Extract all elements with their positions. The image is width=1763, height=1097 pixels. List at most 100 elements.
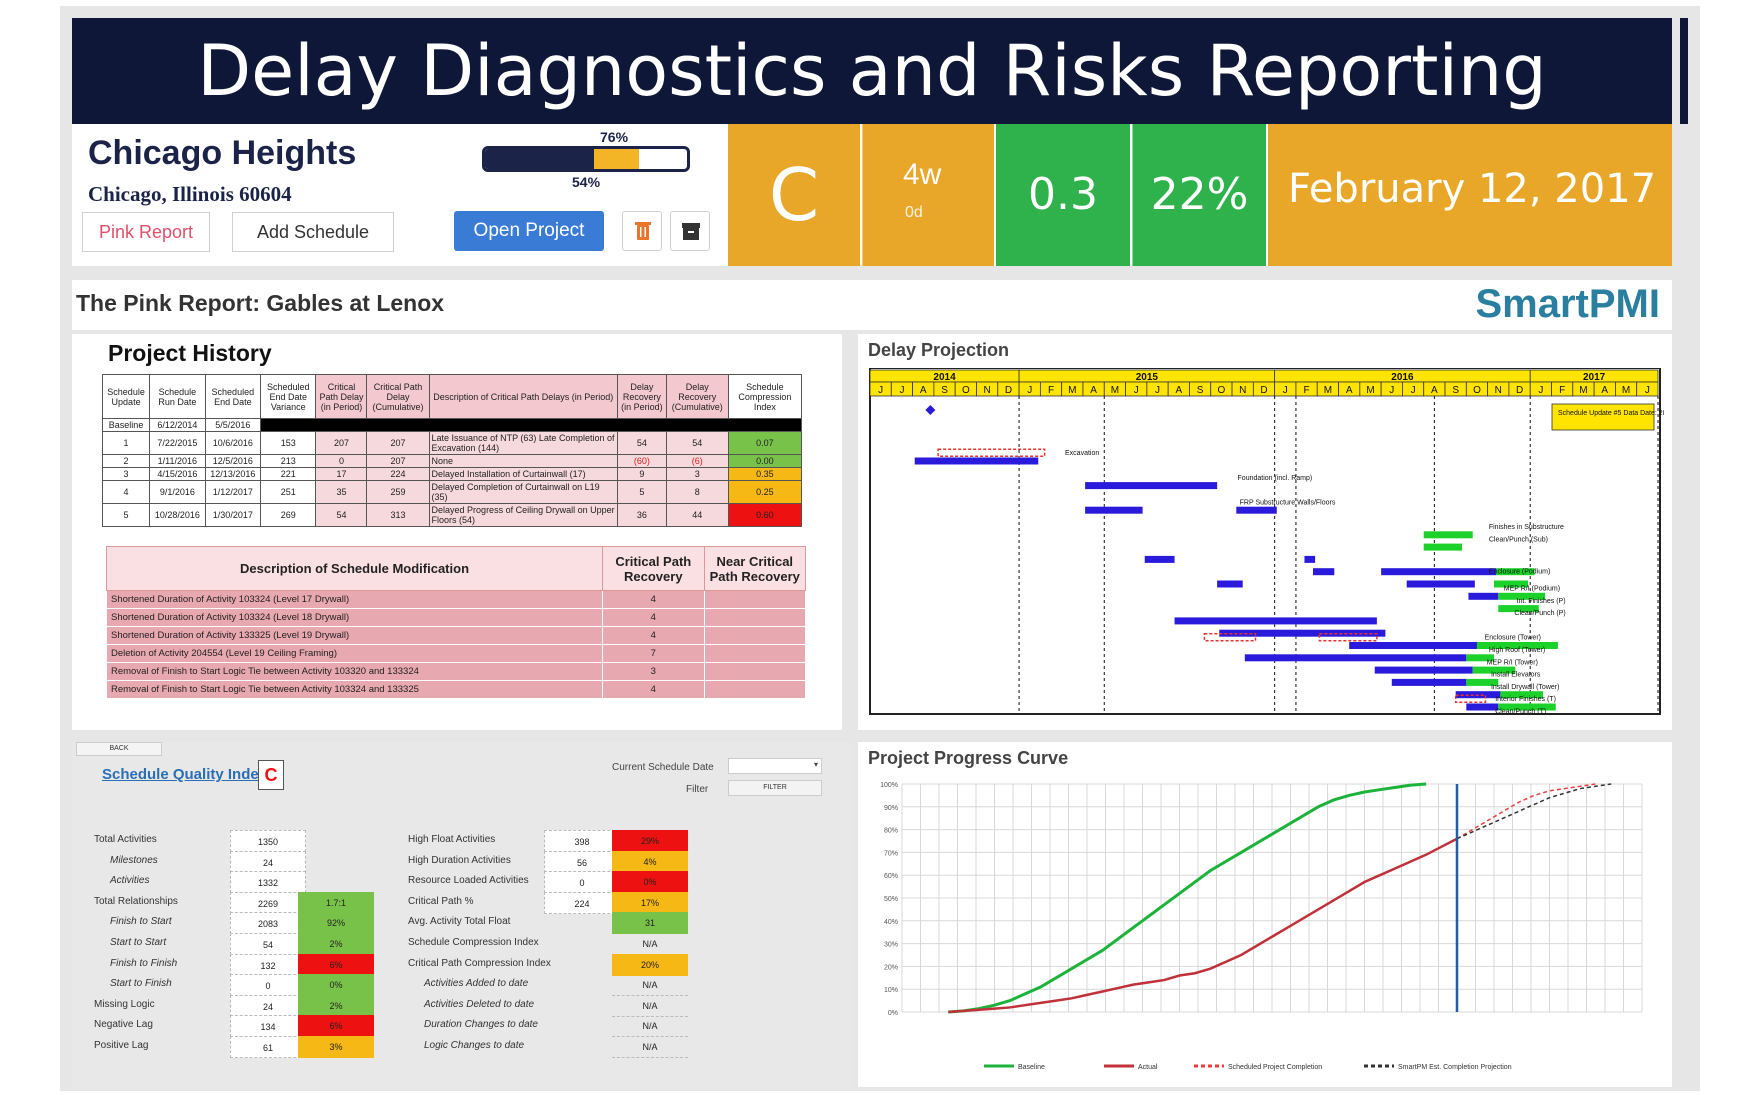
gantt-month-label: J	[878, 385, 883, 396]
gantt-month-label: J	[1389, 385, 1394, 396]
gantt-month-label: D	[1516, 385, 1523, 396]
modifications-table: Description of Schedule Modification Crit…	[105, 546, 807, 699]
y-tick-label: 20%	[884, 964, 898, 971]
current-date-select[interactable]: ▾	[728, 758, 822, 774]
delay-weeks: 4w	[903, 158, 942, 191]
sqi-title-link[interactable]: Schedule Quality Index:	[102, 766, 273, 783]
gantt-bar	[1406, 580, 1475, 588]
delay-projection-panel: Delay Projection 2014 2015 2016 2017 J J A S O N D…	[858, 334, 1672, 730]
gantt-month-label: S	[1197, 385, 1204, 396]
gantt-bar	[1304, 555, 1316, 563]
filter-button[interactable]: FILTER	[728, 780, 822, 796]
sqi-metric-label: Negative Lag	[94, 1019, 153, 1031]
open-project-button[interactable]: Open Project	[454, 211, 604, 251]
sqi-metric-label: Logic Changes to date	[424, 1040, 525, 1051]
gantt-month-label: N	[1495, 385, 1502, 396]
y-tick-label: 80%	[884, 828, 898, 835]
gantt-bar	[1466, 654, 1495, 662]
history-cell: 7/22/2015	[149, 431, 206, 455]
modification-description: Removal of Finish to Start Logic Tie bet…	[105, 662, 604, 681]
history-header-cell: Schedule Run Date	[149, 374, 206, 419]
sqi-metric-label: Start to Finish	[110, 978, 172, 990]
sqi-metric-indicator: N/A	[612, 1036, 688, 1058]
add-schedule-button[interactable]: Add Schedule	[232, 212, 394, 252]
gantt-month-label: J	[1645, 385, 1650, 396]
history-cell: 1	[101, 431, 151, 455]
smartpm-series	[1456, 783, 1612, 840]
gantt-month-label: A	[1346, 385, 1353, 396]
history-cell: 6/12/2014	[149, 418, 206, 432]
gantt-activity-label: Clean/Punch (Sub)	[1489, 536, 1548, 543]
sqi-metric-value: 56	[544, 850, 620, 873]
history-cell: Baseline	[101, 418, 151, 432]
history-cell: 36	[616, 503, 667, 527]
table-row: Shortened Duration of Activity 103324 (L…	[105, 590, 807, 609]
gantt-year-label: 2016	[1391, 372, 1414, 383]
sqi-metric-label: Critical Path Compression Index	[408, 957, 551, 969]
critical-path-recovery: 4	[602, 590, 705, 609]
sqi-metric-label: Start to Start	[110, 937, 167, 948]
history-cell: Delayed Installation of Curtainwall (17)	[428, 467, 618, 481]
gantt-activity-label: FRP Substructure Walls/Floors	[1240, 499, 1336, 506]
history-cell: 0.60	[727, 503, 803, 527]
history-cell: 213	[260, 454, 317, 468]
smartpm-logo: SmartPMI	[1475, 282, 1661, 326]
gantt-month-label: A	[1431, 385, 1438, 396]
modification-description: Shortened Duration of Activity 103324 (L…	[105, 608, 604, 627]
sqi-metric-label: Schedule Compression Index	[408, 937, 539, 948]
sqi-metric-label: Finish to Start	[110, 916, 172, 928]
history-cell: 224	[366, 467, 430, 481]
critical-path-recovery: 4	[602, 626, 705, 645]
gantt-month-label: D	[1005, 385, 1012, 396]
gantt-month-label: O	[962, 385, 970, 396]
sqi-metric-value: 224	[544, 891, 620, 914]
gantt-month-label: M	[1366, 385, 1374, 396]
critical-path-recovery: 4	[602, 608, 705, 627]
sqi-metric-label: High Float Activities	[408, 834, 496, 845]
gantt-activity-label: Install Drywall (Tower)	[1491, 684, 1559, 691]
y-tick-label: 90%	[884, 805, 898, 812]
history-header-row: Schedule Update Schedule Run Date Schedule…	[101, 374, 803, 419]
history-cell: Delayed Completion of Curtainwall on L19…	[428, 480, 618, 504]
history-cell: None	[428, 454, 618, 468]
near-critical-recovery	[703, 608, 807, 627]
sqi-metric-label: Avg. Activity Total Float	[408, 916, 511, 928]
modifications-body: Shortened Duration of Activity 103324 (L…	[105, 590, 807, 699]
gantt-delay-bar	[937, 448, 1046, 457]
sqi-metric-value: 2269	[230, 891, 306, 914]
gantt-delay-bar	[1203, 632, 1257, 642]
sqi-metric-indicator: 0%	[298, 974, 374, 997]
chevron-down-icon: ▾	[813, 760, 818, 769]
sqi-metric-label: Finish to Finish	[110, 957, 178, 969]
history-header-cell: Critical Path Delay (Cumulative)	[366, 374, 430, 419]
near-critical-recovery	[703, 590, 807, 609]
gantt-year-label: 2017	[1583, 372, 1606, 383]
history-header-cell: Description of Critical Path Delays (in …	[428, 374, 618, 419]
history-cell: 54	[665, 431, 729, 455]
progress-planned-fill	[594, 149, 639, 169]
modification-description: Shortened Duration of Activity 133325 (L…	[105, 626, 604, 645]
gantt-bar	[1085, 482, 1218, 490]
report-header: The Pink Report: Gables at Lenox SmartPM…	[72, 280, 1672, 330]
gantt-bar	[1498, 592, 1546, 600]
modifications-header-cell: Near Critical Path Recovery	[703, 546, 807, 591]
gantt-activity-label: Clean/Punch (P)	[1514, 610, 1565, 617]
pink-report-button[interactable]: Pink Report	[82, 212, 210, 252]
report-title: The Pink Report: Gables at Lenox	[76, 290, 445, 316]
gantt-bar	[1244, 654, 1467, 662]
gantt-bar	[1381, 568, 1497, 576]
back-button[interactable]: BACK	[76, 742, 162, 756]
sqi-metric-indicator: 2%	[298, 933, 374, 955]
sqi-metric-indicator: 6%	[298, 1015, 374, 1038]
history-cell: 12/5/2016	[204, 454, 262, 468]
y-tick-label: 10%	[884, 987, 898, 994]
gantt-chart: 2014 2015 2016 2017 J J A S O N D J F M A M J J A S O N D J F M A M…	[869, 368, 1664, 716]
archive-button[interactable]	[670, 211, 710, 251]
gantt-activity-label: Finishes in Substructure	[1489, 524, 1564, 531]
gantt-month-label: N	[1239, 385, 1246, 396]
near-critical-recovery	[703, 662, 807, 681]
sqi-metric-indicator: N/A	[612, 1015, 688, 1038]
delete-button[interactable]	[622, 211, 662, 251]
gantt-bar	[914, 457, 1039, 465]
